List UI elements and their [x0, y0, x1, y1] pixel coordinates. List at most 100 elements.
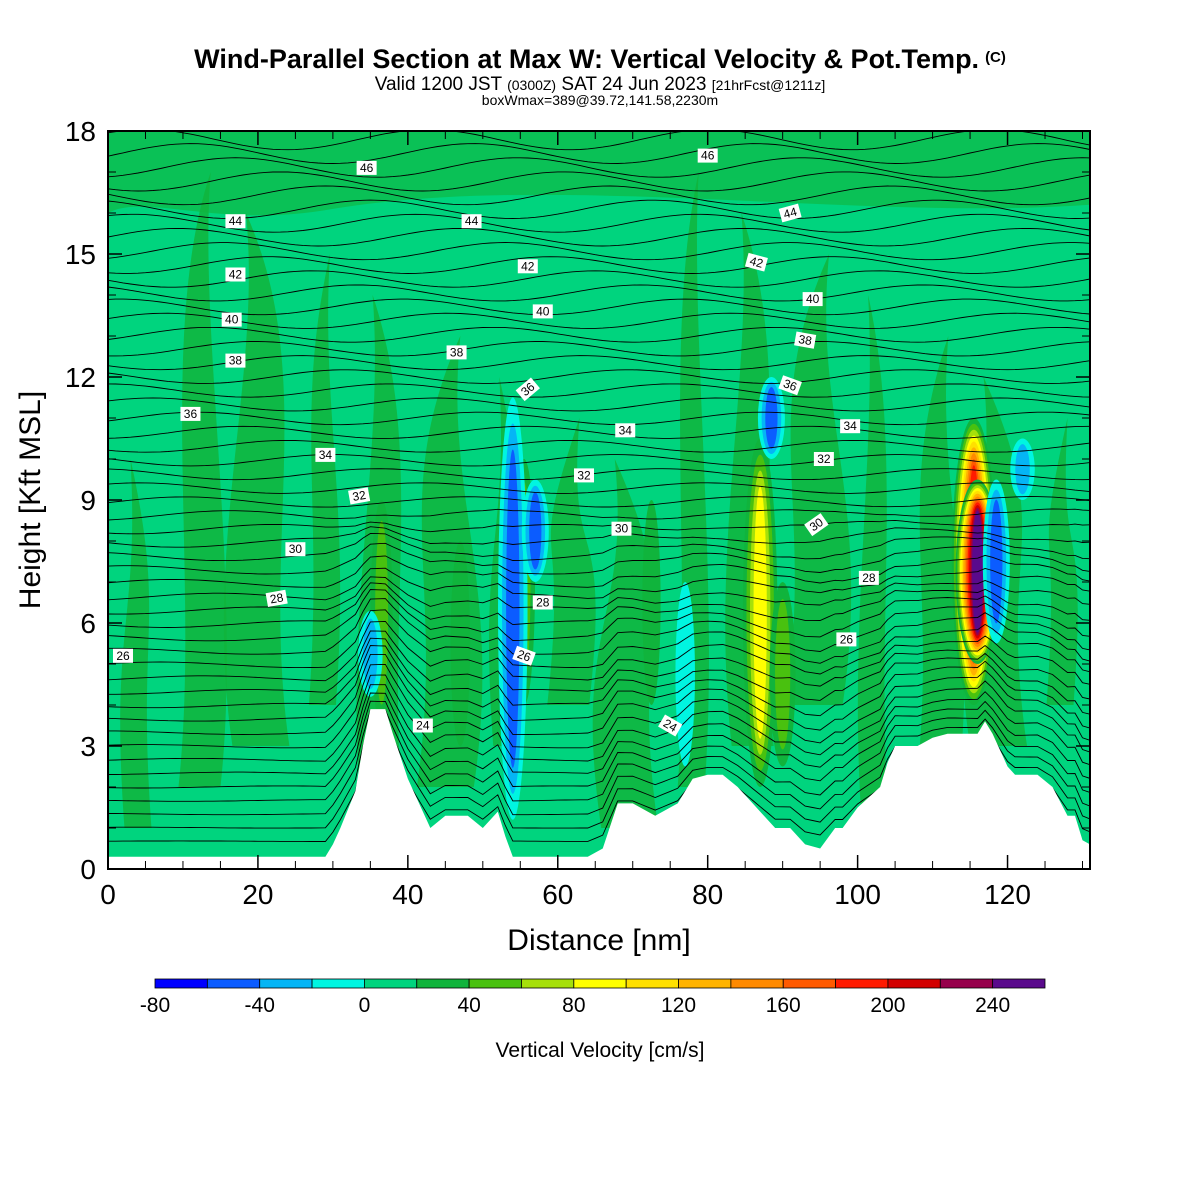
contour-label-box [348, 487, 371, 505]
contour-label-text: 38 [797, 332, 813, 348]
theta-contour-line [108, 674, 1090, 762]
contour-label-box [794, 331, 817, 349]
x-tick-label: 40 [392, 879, 423, 910]
theta-contour-label: 30 [611, 521, 632, 536]
theta-contour-line [108, 645, 1090, 722]
chart-title-text: Wind-Parallel Section at Max W: Vertical… [194, 44, 980, 74]
contour-label-text: 36 [781, 376, 799, 394]
contour-label-box [802, 292, 823, 307]
y-tick-label: 9 [80, 485, 96, 516]
colorbar-swatch [521, 978, 575, 989]
theta-contour-line [108, 369, 1090, 384]
contour-label-box [778, 375, 802, 396]
y-tick-label: 15 [65, 239, 96, 270]
theta-contour-line [108, 171, 1090, 192]
theta-contour-line [108, 637, 1090, 709]
chart-subtitle-2: boxWmax=389@39.72,141.58,2230m [481, 92, 719, 108]
contour-label-box [515, 377, 540, 402]
theta-contour-line [108, 131, 1090, 151]
contour-label-box [813, 452, 834, 466]
colorbar-tick-label: 160 [766, 994, 801, 1017]
contour-label-box [658, 714, 683, 737]
subtitle-date: SAT 24 Jun 2023 [561, 74, 707, 95]
theta-contour-label: 24 [658, 714, 683, 737]
contour-label-text: 24 [661, 716, 680, 735]
x-tick-label: 0 [100, 879, 116, 910]
theta-contour-label: 32 [348, 487, 371, 505]
terrain-profile [108, 709, 1090, 869]
theta-contour-line [108, 256, 1090, 274]
y-tick-label: 0 [80, 854, 96, 885]
colorbar-swatch [311, 978, 365, 989]
contour-label-box [574, 468, 595, 483]
theta-contour-label: 28 [265, 589, 288, 608]
contour-label-box [225, 214, 246, 229]
contour-label-text: 24 [416, 719, 430, 733]
colorbar: -80 -40 0 40 80 120 160 200 240 [140, 978, 1046, 1017]
x-tick-label: 60 [542, 879, 573, 910]
y-axis-label: Height [Kft MSL] [14, 391, 47, 609]
theta-contour-label: 36 [515, 377, 540, 402]
theta-contour-label: 26 [512, 645, 536, 666]
downdraft-cell [990, 499, 1003, 624]
theta-contour-label: 26 [836, 632, 857, 647]
contour-label-text: 28 [862, 571, 876, 585]
contour-label-box [840, 419, 861, 434]
theta-contour-line [108, 519, 1090, 535]
subtitle-utc: (0300Z) [507, 77, 557, 93]
theta-contour-line [108, 533, 1090, 562]
theta-contour-label: 32 [574, 468, 595, 483]
contour-label-box [446, 345, 467, 360]
theta-contour-label: 40 [532, 304, 553, 319]
contour-label-box [615, 423, 636, 438]
colorbar-swatch [468, 978, 522, 989]
theta-contour-label: 42 [225, 267, 246, 282]
theta-contour-line [108, 589, 1090, 642]
colorbar-tick-label: 200 [870, 994, 905, 1017]
contour-label-box [532, 595, 553, 610]
contour-label-text: 44 [229, 214, 243, 228]
chart-title: Wind-Parallel Section at Max W: Vertical… [0, 44, 1200, 75]
chart-subtitle: Valid 1200 JST (0300Z) SAT 24 Jun 2023 [… [0, 74, 1200, 96]
theta-contour-label: 30 [804, 513, 829, 537]
y-tick-label: 3 [80, 731, 96, 762]
contour-label-text: 28 [536, 596, 550, 610]
theta-contour-line [108, 692, 1090, 789]
colorbar-swatch [573, 978, 627, 989]
contour-label-box [744, 252, 768, 272]
contour-label-box [225, 267, 246, 282]
theta-contour-line [108, 598, 1090, 655]
theta-contour-line [108, 157, 1090, 178]
theta-contour-line [108, 700, 1090, 802]
theta-contour-label: 38 [794, 331, 817, 349]
theta-contour-label: 42 [517, 259, 538, 274]
theta-contour-line [108, 526, 1090, 548]
colorbar-swatch [992, 978, 1046, 989]
theta-contour-label: 30 [285, 542, 306, 557]
contour-label-box [858, 570, 879, 585]
contour-label-text: 34 [319, 448, 333, 462]
theta-contour-label: 34 [615, 423, 636, 438]
weak-updraft-band [592, 459, 659, 828]
weak-updraft-band [1046, 418, 1078, 705]
contour-label-box [412, 718, 433, 733]
colorbar-swatch [259, 978, 313, 989]
x-tick-label: 120 [984, 879, 1031, 910]
theta-contour-line [108, 284, 1090, 302]
contour-label-box [532, 304, 553, 319]
theta-contour-label: 44 [225, 214, 246, 229]
y-tick-label: 6 [80, 608, 96, 639]
theta-contour-line [108, 341, 1090, 357]
theta-contour-label: 36 [180, 406, 201, 421]
theta-contour-line [108, 411, 1090, 426]
contour-label-box [611, 521, 632, 536]
copyright-mark: (C) [985, 49, 1006, 66]
theta-contour-line [108, 663, 1090, 749]
weak-updraft-band [120, 459, 152, 828]
theta-contour-label: 44 [778, 203, 802, 223]
colorbar-swatch [206, 978, 261, 989]
theta-contour-line [108, 508, 1090, 521]
theta-contour-line [108, 582, 1090, 628]
contour-label-text: 32 [577, 468, 591, 482]
